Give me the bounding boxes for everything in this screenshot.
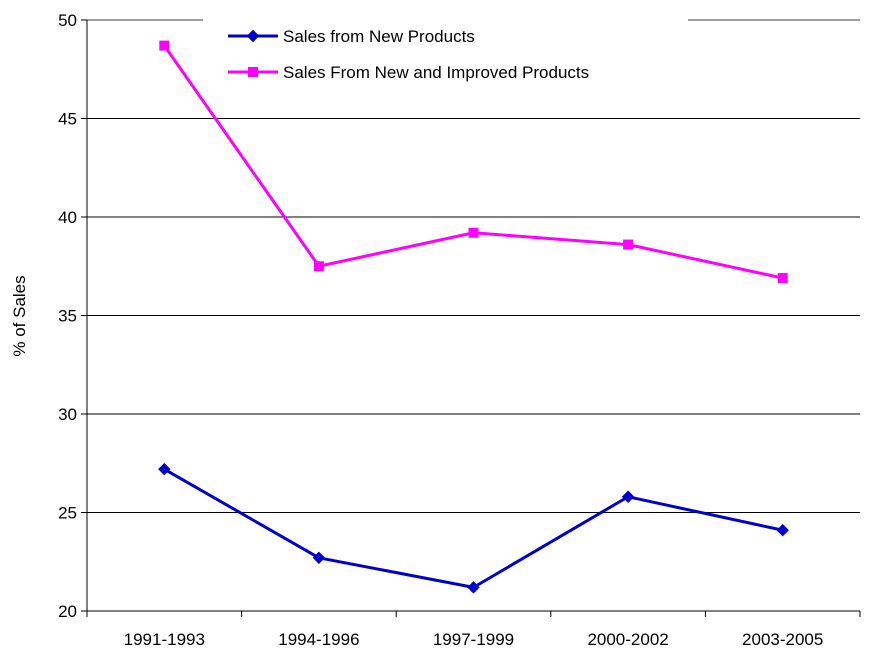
series-lines [158, 40, 789, 594]
y-axis-title: % of Sales [10, 275, 29, 356]
series-2 [159, 40, 788, 284]
data-point [467, 581, 480, 594]
y-tick-label: 40 [58, 208, 77, 227]
data-point [468, 227, 479, 238]
data-point [159, 40, 170, 51]
series-line [163, 467, 784, 589]
data-point [313, 261, 324, 272]
x-tick-label: 1991-1993 [124, 630, 205, 649]
data-point [621, 490, 635, 503]
legend-marker [246, 29, 260, 43]
y-tick-label: 20 [58, 602, 77, 621]
x-tick-label: 1994-1996 [278, 630, 359, 649]
legend-marker [248, 67, 258, 77]
x-tick-label: 2000-2002 [587, 630, 668, 649]
legend: Sales from New Products Sales From New an… [228, 27, 589, 82]
x-tick-label: 2003-2005 [742, 630, 823, 649]
y-tick-label: 50 [58, 11, 77, 30]
y-tick-label: 25 [58, 504, 77, 523]
y-tick-label: 35 [58, 307, 77, 326]
gridlines [87, 19, 860, 513]
data-point [623, 239, 634, 250]
legend-label: Sales From New and Improved Products [283, 63, 589, 82]
data-point [777, 273, 788, 284]
data-point [312, 551, 326, 565]
y-tick-label: 30 [58, 405, 77, 424]
legend-label: Sales from New Products [283, 27, 475, 46]
series-1 [158, 462, 789, 594]
axes: 20 25 30 35 40 45 50 1991-1993 1994-1996 1997-199… [58, 11, 861, 649]
data-point [158, 462, 171, 476]
data-point [776, 524, 789, 537]
x-tick-label: 1997-1999 [433, 630, 514, 649]
y-tick-label: 45 [58, 110, 77, 129]
